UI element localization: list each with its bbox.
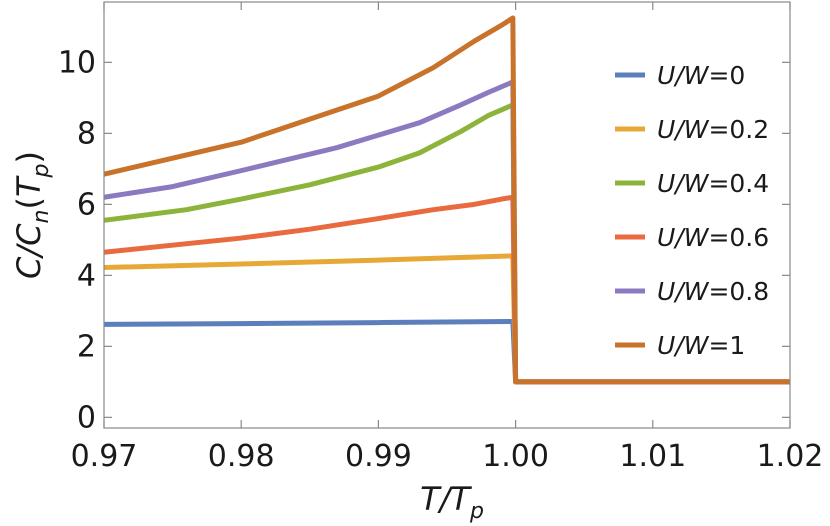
x-tick-label: 0.97 (71, 439, 138, 474)
y-tick-label: 8 (77, 116, 96, 151)
legend-entry-label: U/W=0.2 (657, 115, 769, 144)
x-tick-label: 0.99 (345, 439, 412, 474)
legend-entry-label: U/W=0 (657, 61, 745, 90)
legend: U/W=0 U/W=0.2 U/W=0.4 U/W=0.6 U/W=0.8 U/W=1 (615, 61, 769, 360)
y-axis-ticks: 0 2 4 6 8 10 (58, 45, 790, 435)
legend-entry-label: U/W=0.8 (657, 277, 769, 306)
plot-lines (103, 15, 790, 385)
legend-entry-label: U/W=0.4 (657, 169, 769, 198)
y-tick-label: 10 (58, 45, 96, 80)
series-line-5 (103, 15, 790, 385)
y-tick-label: 0 (77, 400, 96, 435)
y-tick-label: 4 (77, 258, 96, 293)
legend-entry-label: U/W=1 (657, 331, 745, 360)
y-tick-label: 6 (77, 187, 96, 222)
legend-entry-label: U/W=0.6 (657, 223, 769, 252)
x-tick-label: 1.01 (619, 439, 686, 474)
x-tick-label: 1.00 (482, 439, 549, 474)
x-tick-label: 0.98 (208, 439, 275, 474)
y-axis-title: C/Cn(Tp) (10, 151, 54, 279)
x-axis-title: T/Tp (420, 480, 484, 524)
series-line-1 (103, 253, 790, 385)
x-axis-ticks: 0.97 0.98 0.99 1.00 1.01 1.02 (71, 2, 824, 474)
plot-frame (103, 1, 791, 429)
x-tick-label: 1.02 (757, 439, 824, 474)
y-tick-label: 2 (77, 329, 96, 364)
